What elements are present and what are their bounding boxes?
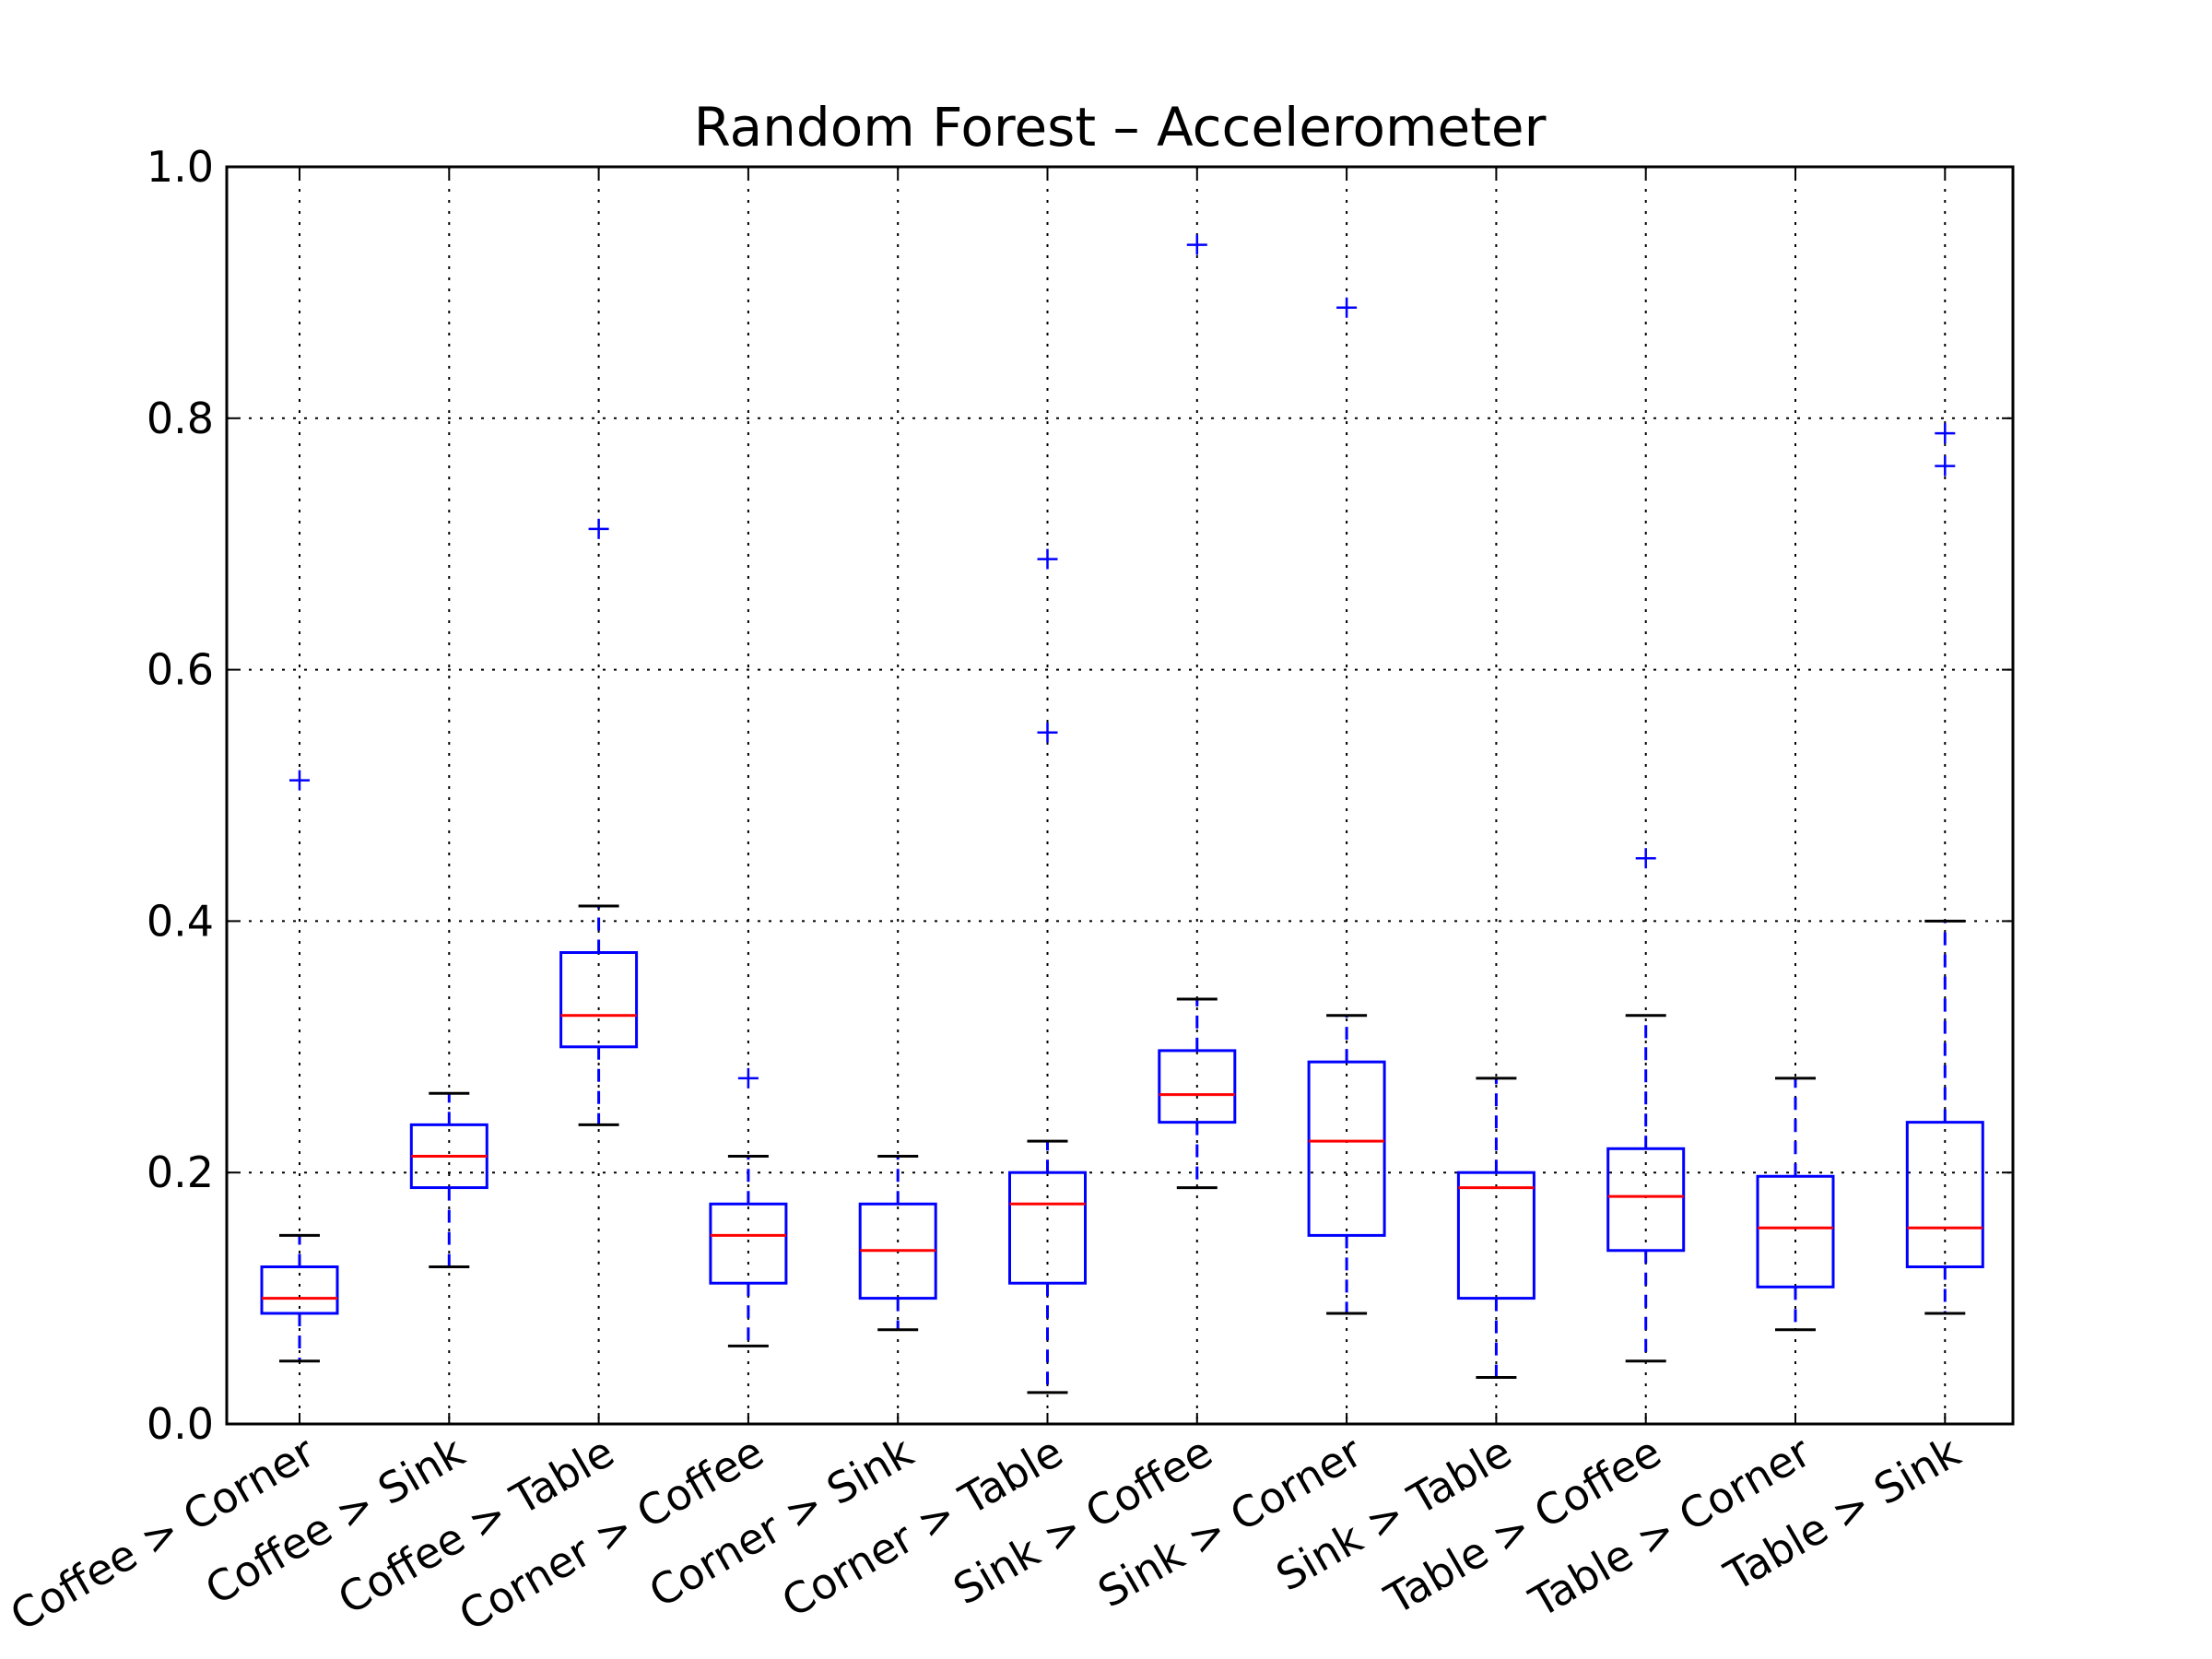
grid-lines — [227, 167, 2013, 1424]
y-tick-label: 1.0 — [147, 142, 214, 192]
iqr-box — [559, 951, 639, 1049]
iqr-box — [1756, 1174, 1835, 1288]
box-group — [709, 1067, 788, 1347]
outlier-marker — [1336, 297, 1358, 318]
outlier-marker — [737, 1067, 759, 1088]
y-tick-label: 0.4 — [147, 896, 214, 946]
chart-title: Random Forest – Accelerometer — [694, 96, 1547, 159]
outlier-marker — [1935, 423, 1956, 444]
outlier-marker — [1635, 848, 1656, 869]
y-tick-label: 0.0 — [147, 1399, 214, 1449]
box-group — [1606, 848, 1686, 1363]
box-group — [1756, 1077, 1835, 1332]
box-group — [1456, 1077, 1535, 1380]
box-group — [858, 1154, 937, 1332]
outlier-marker — [1186, 234, 1207, 255]
box-group — [260, 770, 339, 1363]
iqr-box — [709, 1202, 788, 1285]
iqr-box — [260, 1265, 339, 1315]
iqr-box — [1307, 1060, 1386, 1237]
box-group — [559, 518, 639, 1126]
plot-frame — [225, 165, 2015, 1426]
iqr-box — [1606, 1147, 1686, 1253]
iqr-box — [1158, 1049, 1237, 1124]
iqr-box — [1905, 1121, 1984, 1269]
iqr-box — [1008, 1171, 1087, 1285]
box-group — [1307, 297, 1386, 1315]
outlier-marker — [1037, 722, 1058, 743]
box-group — [1905, 423, 1984, 1315]
x-tick-label: Sink > Coffee — [945, 1427, 1220, 1615]
outlier-marker — [1037, 548, 1058, 570]
outlier-marker — [1935, 455, 1956, 477]
box-group — [1158, 234, 1237, 1190]
boxes — [260, 234, 1984, 1394]
y-tick-label: 0.2 — [147, 1147, 214, 1197]
iqr-box — [1456, 1171, 1535, 1300]
outlier-marker — [289, 770, 310, 791]
outlier-marker — [588, 518, 609, 539]
y-tick-label: 0.6 — [147, 645, 214, 695]
box-group — [1008, 548, 1087, 1394]
box-group — [409, 1091, 488, 1268]
y-tick-label: 0.8 — [147, 394, 214, 443]
